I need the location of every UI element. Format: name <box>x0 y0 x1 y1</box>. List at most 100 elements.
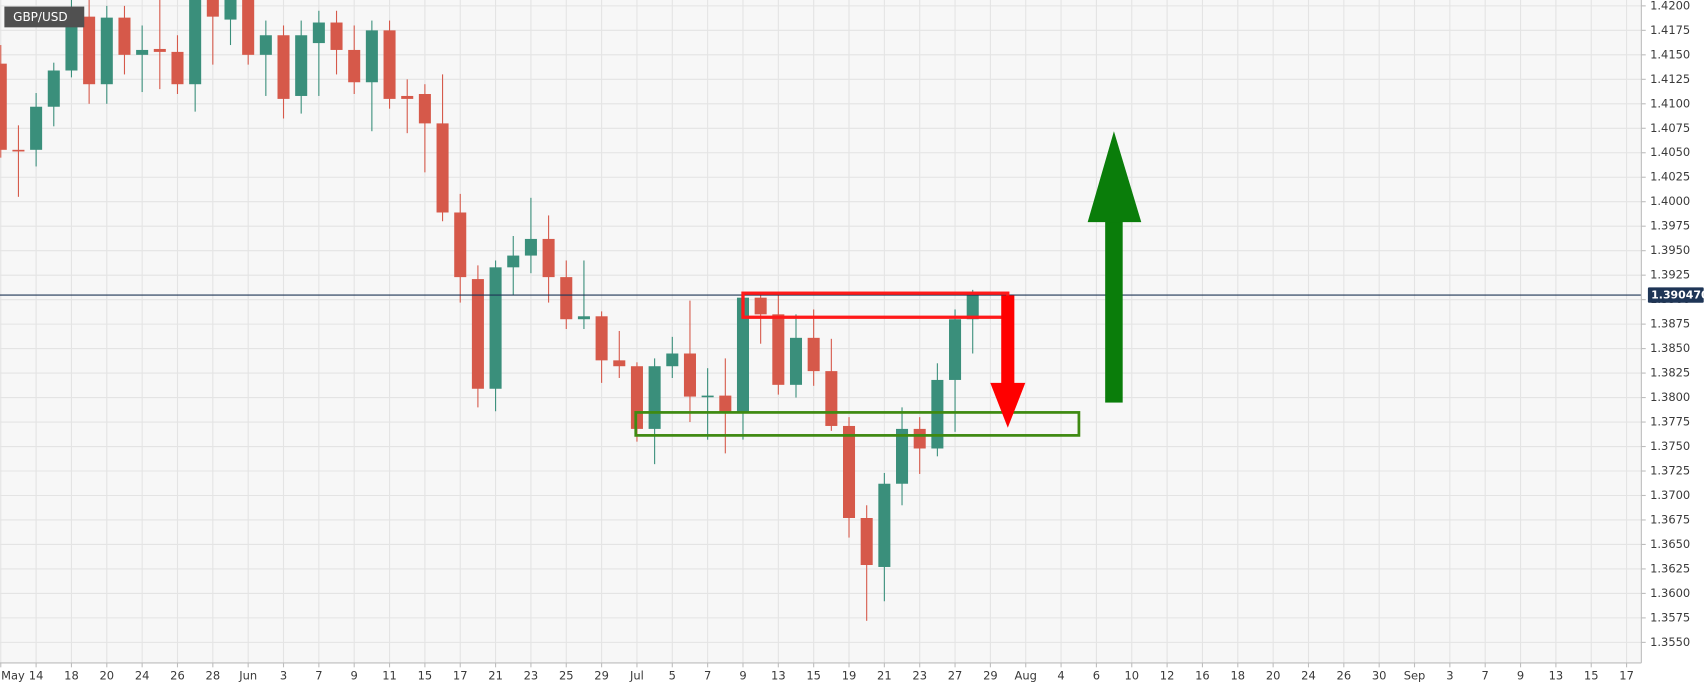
candle-body <box>842 425 856 519</box>
x-tick-label: Sep <box>1404 669 1426 683</box>
x-tick-label: 20 <box>1266 669 1281 683</box>
x-tick-label: May <box>1 669 25 683</box>
candle-body <box>878 483 891 567</box>
y-tick-label: 1.4175 <box>1650 23 1690 37</box>
candle-body <box>701 395 714 398</box>
candle-body <box>489 267 502 389</box>
annotations <box>634 131 1142 437</box>
x-tick-label: 29 <box>983 669 998 683</box>
y-tick-label: 1.3725 <box>1650 464 1690 478</box>
x-tick-label: 26 <box>170 669 185 683</box>
x-tick-label: 13 <box>1549 669 1564 683</box>
x-tick-label: 9 <box>351 669 358 683</box>
y-tick-label: 1.4200 <box>1650 0 1690 12</box>
support-box <box>634 411 1081 437</box>
candle-body <box>542 238 555 278</box>
candle-body <box>524 238 537 256</box>
candle-body <box>754 297 767 315</box>
x-tick-label: 14 <box>29 669 44 683</box>
up-arrow-shaft <box>1105 218 1123 403</box>
down-arrow-shaft <box>1001 295 1015 386</box>
x-tick-label: 29 <box>594 669 609 683</box>
x-tick-label: 24 <box>1301 669 1316 683</box>
x-tick-label: 7 <box>315 669 322 683</box>
candle-body <box>206 0 219 17</box>
x-tick-label: 23 <box>524 669 539 683</box>
title-background <box>4 6 85 28</box>
candles <box>0 0 1642 621</box>
x-tick-label: 10 <box>1124 669 1139 683</box>
candle-body <box>153 48 166 52</box>
candle-body <box>931 379 944 449</box>
y-tick-label: 1.3950 <box>1650 243 1690 257</box>
y-tick-label: 1.3975 <box>1650 219 1690 233</box>
x-tick-label: 21 <box>488 669 503 683</box>
up-arrow-head <box>1087 131 1142 223</box>
candle-body <box>277 35 290 99</box>
x-tick-label: 15 <box>1584 669 1599 683</box>
candle-body <box>189 0 202 85</box>
candle-body <box>807 337 820 372</box>
candle-body <box>242 0 255 55</box>
price-axis-background <box>1641 0 1707 687</box>
candle-body <box>12 149 25 152</box>
candle-body <box>224 0 237 20</box>
candle-body <box>365 30 378 83</box>
x-tick-label: 15 <box>806 669 821 683</box>
candle-body <box>454 212 467 278</box>
x-tick-label: 19 <box>842 669 857 683</box>
x-tick-label: Aug <box>1015 669 1037 683</box>
candle-body <box>896 428 909 484</box>
chart-title: GBP/USD <box>13 10 68 24</box>
x-tick-label: 17 <box>1619 669 1634 683</box>
y-tick-label: 1.4125 <box>1650 72 1690 86</box>
x-tick-label: 25 <box>559 669 574 683</box>
candle-body <box>666 353 679 367</box>
y-tick-label: 1.4075 <box>1650 121 1690 135</box>
candle-body <box>560 277 573 320</box>
x-tick-label: 30 <box>1372 669 1387 683</box>
x-tick-label: 5 <box>669 669 676 683</box>
x-tick-label: 27 <box>948 669 963 683</box>
candle-body <box>295 35 308 96</box>
y-tick-label: 1.3825 <box>1650 366 1690 380</box>
candle-body <box>401 95 414 99</box>
candle-body <box>0 63 7 150</box>
x-tick-label: 13 <box>771 669 786 683</box>
candle-body <box>471 279 484 389</box>
candle-body <box>171 51 184 85</box>
y-tick-label: 1.4025 <box>1650 170 1690 184</box>
last-price-label: 1.390470 <box>1651 289 1707 302</box>
y-tick-label: 1.3575 <box>1650 610 1690 624</box>
x-tick-label: 3 <box>1446 669 1453 683</box>
x-tick-label: 23 <box>912 669 927 683</box>
y-tick-label: 1.3600 <box>1650 586 1690 600</box>
y-tick-label: 1.3875 <box>1650 317 1690 331</box>
candle-body <box>330 22 343 50</box>
candle-body <box>383 30 396 99</box>
last-price-tag <box>1647 287 1704 303</box>
candle-body <box>436 123 449 213</box>
x-tick-label: 11 <box>382 669 397 683</box>
candle-body <box>736 297 750 414</box>
candle-body <box>825 371 838 426</box>
candle-body <box>100 17 113 85</box>
candle-body <box>577 316 590 320</box>
x-tick-label: 20 <box>99 669 114 683</box>
x-tick-label: 18 <box>64 669 79 683</box>
x-tick-label: 7 <box>704 669 711 683</box>
y-tick-label: 1.3925 <box>1650 268 1690 282</box>
down-arrow-head <box>990 382 1026 428</box>
candle-body <box>595 316 608 361</box>
candle-body <box>949 319 962 380</box>
plot-background <box>0 0 1641 663</box>
x-tick-label: 17 <box>453 669 468 683</box>
x-tick-label: 6 <box>1093 669 1100 683</box>
y-tick-label: 1.3775 <box>1650 415 1690 429</box>
y-tick-label: 1.3550 <box>1650 635 1690 649</box>
candle-body <box>118 17 131 55</box>
x-tick-label: Jun <box>238 669 257 683</box>
